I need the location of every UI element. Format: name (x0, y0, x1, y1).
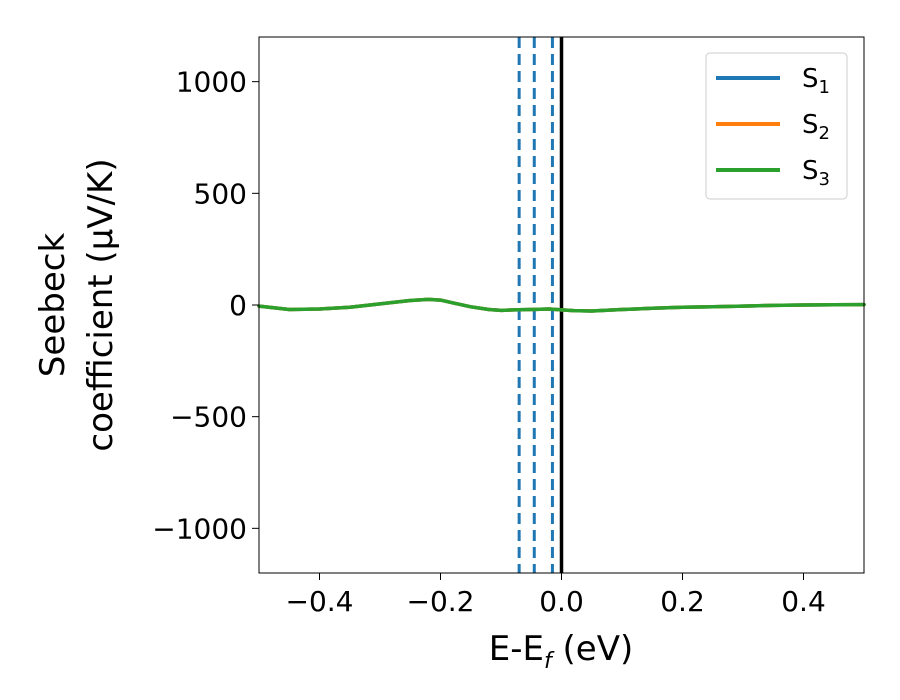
y-axis-ticks: 1000 500 0 −500 −1000 (152, 66, 259, 545)
series-lines (257, 297, 866, 313)
reference-lines (517, 37, 564, 573)
x-tick-label: −0.2 (407, 585, 475, 618)
legend-label-sub: 3 (819, 169, 830, 190)
legend-label-sub: 2 (819, 123, 830, 144)
y-tick-label: 1000 (176, 66, 247, 99)
y-axis-title-line2: coefficient (μV/K) (81, 158, 121, 451)
legend-label-S2: S2 (802, 110, 830, 144)
y-tick-label: 500 (194, 177, 247, 210)
legend-label-main: S (802, 64, 819, 94)
y-axis-title-line1: Seebeck (33, 233, 73, 378)
legend-label-S1: S1 (802, 64, 830, 98)
x-tick-label: −0.4 (286, 585, 354, 618)
legend-label-sub: 1 (819, 77, 830, 98)
x-axis-title-sub: f (544, 649, 555, 674)
x-axis-title: E-Ef (eV) (489, 629, 634, 674)
legend-label-main: S (802, 156, 819, 186)
y-tick-label: −1000 (152, 512, 247, 545)
y-axis-title: Seebeck coefficient (μV/K) (33, 158, 121, 451)
legend-label-main: S (802, 110, 819, 140)
x-tick-label: 0.0 (539, 585, 584, 618)
legend-label-S3: S3 (802, 156, 830, 190)
x-axis-title-unit: (eV) (552, 629, 634, 669)
y-tick-label: 0 (229, 289, 247, 322)
x-axis-title-main: E-E (489, 629, 544, 669)
x-tick-label: 0.4 (781, 585, 826, 618)
x-axis-ticks: −0.4 −0.2 0.0 0.2 0.4 (286, 573, 826, 618)
y-tick-label: −500 (170, 401, 247, 434)
x-tick-label: 0.2 (660, 585, 705, 618)
series-line-S3 (257, 297, 866, 313)
